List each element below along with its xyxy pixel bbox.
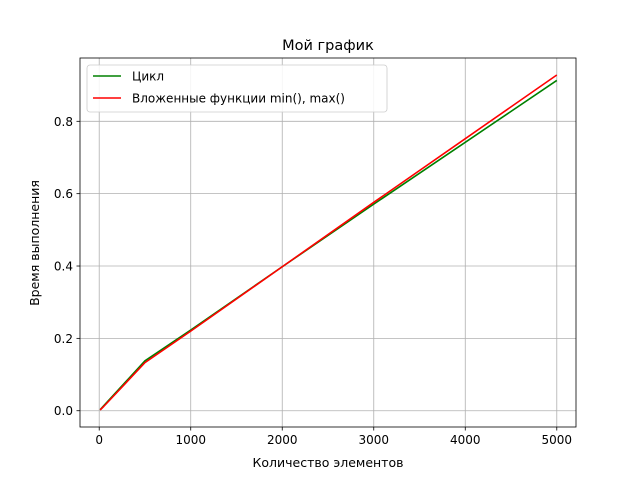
axis-ticks: 0 1000 2000 3000 4000 5000 0.0 0.2 0.4 0.6 0.8 (54, 115, 572, 447)
chart-title: Мой график (282, 38, 374, 54)
x-tick-label: 3000 (358, 433, 389, 447)
y-tick-label: 0.4 (54, 260, 73, 274)
legend: Цикл Вложенные функции min(), max() (86, 64, 388, 113)
series-line-2 (99, 74, 558, 411)
x-tick-label: 1000 (175, 433, 206, 447)
series-lines (99, 74, 558, 411)
y-tick-label: 0.0 (54, 404, 73, 418)
grid-lines (80, 58, 576, 427)
x-axis-label: Количество элементов (253, 455, 404, 470)
plot-frame (79, 57, 577, 428)
x-tick-label: 5000 (542, 433, 573, 447)
legend-label: Вложенные функции min(), max() (132, 92, 345, 106)
legend-label: Цикл (132, 70, 164, 84)
y-tick-label: 0.8 (54, 115, 73, 129)
y-tick-label: 0.6 (54, 187, 73, 201)
y-axis-label: Время выполнения (27, 180, 42, 306)
y-tick-label: 0.2 (54, 332, 73, 346)
legend-box (86, 64, 388, 113)
x-tick-label: 2000 (267, 433, 298, 447)
x-tick-label: 4000 (450, 433, 481, 447)
x-tick-label: 0 (95, 433, 103, 447)
